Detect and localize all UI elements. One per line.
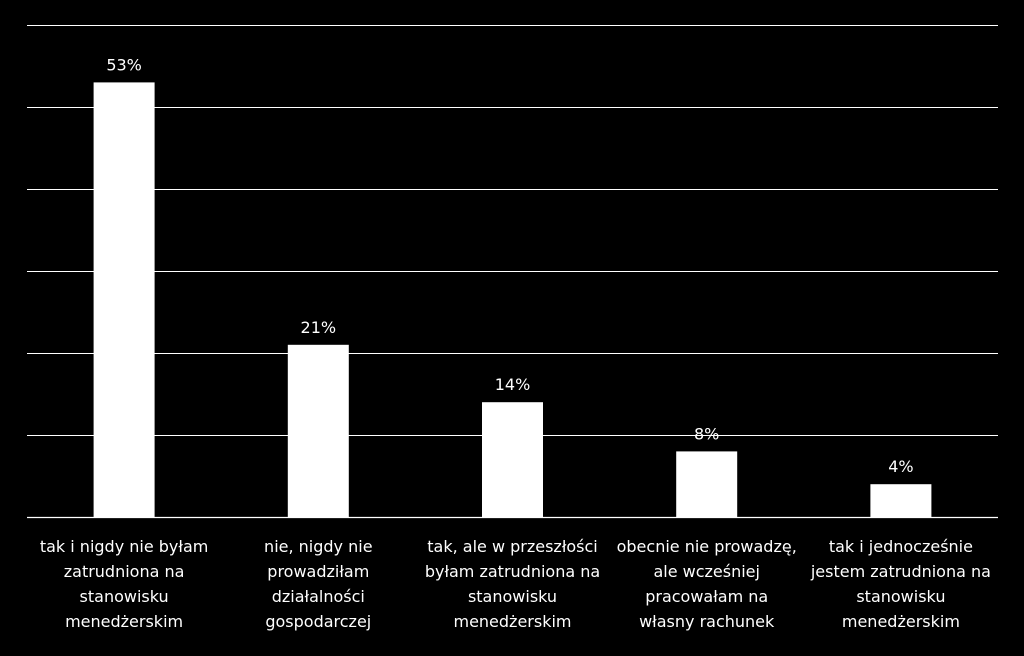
bar-1 [93, 82, 155, 518]
category-label-line: byłam zatrudniona na [425, 562, 600, 581]
bar-2 [287, 344, 349, 517]
category-label-line: stanowisku [856, 587, 945, 606]
category-label-line: ale wcześniej [653, 562, 760, 581]
category-label-line: menedżerskim [453, 612, 571, 631]
category-label-1: tak i nigdy nie byłam zatrudniona na stano… [40, 537, 209, 631]
category-label-line: menedżerskim [65, 612, 183, 631]
gridlines [27, 25, 998, 519]
category-label-2: nie, nigdy nie prowadziłam działalności gos… [264, 537, 372, 631]
category-labels: tak i nigdy nie byłam zatrudniona na stano… [40, 537, 991, 631]
bar-5 [870, 484, 932, 517]
category-label-line: menedżerskim [842, 612, 960, 631]
data-label-5: 4% [888, 457, 913, 476]
category-label-line: prowadziłam [267, 562, 369, 581]
data-labels: 53% 21% 14% 8% 4% [106, 55, 913, 476]
category-label-line: nie, nigdy nie [264, 537, 372, 556]
data-label-4: 8% [694, 424, 719, 443]
category-label-3: tak, ale w przeszłości byłam zatrudniona … [425, 537, 600, 631]
category-label-line: stanowisku [468, 587, 557, 606]
category-label-line: tak, ale w przeszłości [427, 537, 598, 556]
category-label-5: tak i jednocześnie jestem zatrudniona na s… [810, 537, 991, 631]
category-label-line: własny rachunek [639, 612, 775, 631]
category-label-line: stanowisku [80, 587, 169, 606]
category-label-line: pracowałam na [645, 587, 768, 606]
category-label-line: gospodarczej [265, 612, 371, 631]
category-label-line: tak i jednocześnie [829, 537, 973, 556]
category-label-4: obecnie nie prowadzę, ale wcześniej pracow… [617, 537, 797, 631]
category-label-line: obecnie nie prowadzę, [617, 537, 797, 556]
category-label-line: jestem zatrudniona na [810, 562, 991, 581]
data-label-2: 21% [301, 318, 337, 337]
bars [93, 82, 932, 518]
category-label-line: tak i nigdy nie byłam [40, 537, 209, 556]
bar-4 [676, 451, 738, 517]
category-label-line: zatrudniona na [64, 562, 185, 581]
data-label-1: 53% [106, 55, 142, 74]
data-label-3: 14% [495, 375, 531, 394]
bar-3 [482, 402, 543, 517]
category-label-line: działalności [272, 587, 365, 606]
